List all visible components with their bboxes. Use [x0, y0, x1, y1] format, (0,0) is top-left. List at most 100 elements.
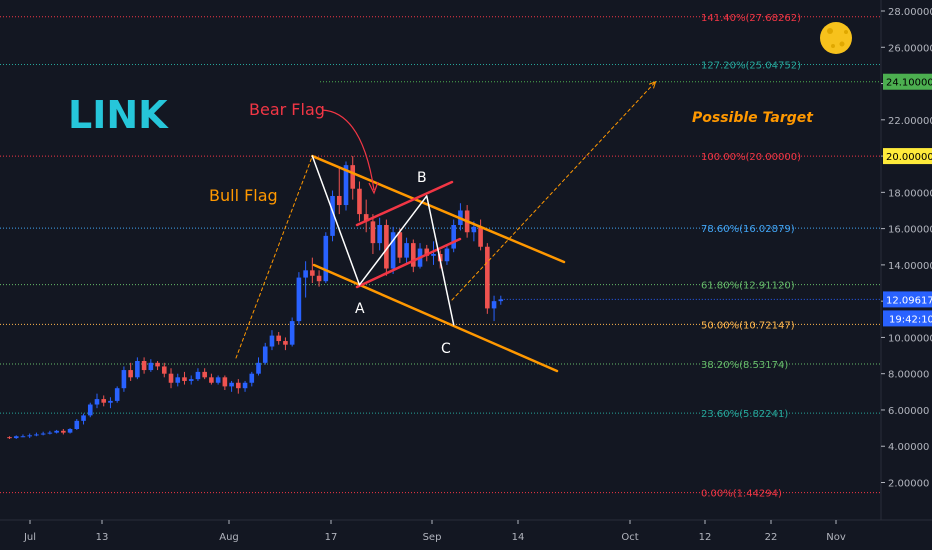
- candles: [7, 156, 504, 439]
- target-projection[interactable]: [451, 81, 657, 301]
- candle: [411, 239, 416, 273]
- bull-flag-upper-line[interactable]: [311, 154, 566, 264]
- candle: [188, 375, 194, 385]
- y-tick-label: 8.00000: [888, 370, 929, 381]
- last-price-tag[interactable]: 12.09617: [883, 291, 932, 308]
- target-price-tag[interactable]: 24.10000: [883, 73, 932, 90]
- candle: [222, 375, 228, 391]
- x-tick-label: 17: [325, 532, 338, 543]
- candle: [209, 373, 214, 385]
- chart-title: LINK: [68, 93, 169, 137]
- bear-flag-upper-line[interactable]: [355, 180, 454, 227]
- candle: [135, 357, 140, 380]
- candle: [54, 429, 59, 434]
- price-tag-label: 24.10000: [886, 78, 932, 89]
- candle: [148, 359, 154, 372]
- x-tick-label: Aug: [219, 532, 239, 543]
- y-tick-label: 14.00000: [888, 261, 932, 272]
- fib-level-label: 78.60%(16.02879): [701, 224, 795, 235]
- candle: [397, 228, 403, 264]
- x-tick-label: Sep: [423, 532, 442, 543]
- y-tick-label: 4.00000: [888, 442, 929, 453]
- candle: [242, 380, 248, 392]
- bull-flag-pole-projection[interactable]: [235, 155, 313, 359]
- y-tick-label: 28.00000: [888, 7, 932, 18]
- candle: [128, 362, 133, 381]
- candle: [101, 395, 107, 407]
- candle: [108, 397, 113, 409]
- price-tag-label: 12.09617: [886, 295, 932, 306]
- candle: [350, 156, 356, 200]
- candle: [94, 393, 100, 409]
- y-tick-label: 10.00000: [888, 333, 932, 344]
- candle: [61, 429, 66, 435]
- fib-level-label: 127.20%(25.04752): [701, 61, 801, 72]
- pivot-c-label: C: [441, 341, 451, 357]
- candle: [256, 357, 261, 376]
- candle: [404, 237, 409, 265]
- candle: [114, 386, 120, 403]
- pivot-a-label: A: [355, 301, 365, 317]
- pivot-b-label: B: [417, 170, 427, 186]
- candle: [47, 430, 53, 435]
- candle: [34, 432, 39, 437]
- candle: [370, 214, 376, 255]
- y-tick-label: 26.00000: [888, 43, 932, 54]
- candle: [431, 241, 436, 265]
- candle: [363, 199, 369, 233]
- zigzag-leg-3[interactable]: [426, 195, 455, 326]
- candle: [13, 435, 19, 439]
- target-arrow-head: [648, 80, 657, 89]
- candle: [249, 371, 255, 387]
- candle: [296, 272, 302, 325]
- candle: [74, 419, 80, 430]
- candle: [182, 371, 187, 385]
- candle: [377, 217, 382, 251]
- moon-icon[interactable]: [820, 22, 852, 54]
- candle: [175, 373, 181, 387]
- x-tick-label: 12: [699, 532, 712, 543]
- candle: [202, 368, 207, 380]
- y-tick-label: 22.00000: [888, 116, 932, 127]
- fib-level-label: 0.00%(1.44294): [701, 489, 782, 500]
- candle: [485, 243, 490, 314]
- fib-level-label: 141.40%(27.68262): [701, 13, 801, 24]
- candle: [357, 181, 362, 222]
- candle: [451, 219, 456, 253]
- bear-flag-lower-line[interactable]: [355, 237, 462, 289]
- y-tick-label: 2.00000: [888, 479, 929, 490]
- bull-flag-lower-line[interactable]: [312, 263, 559, 373]
- possible-target-label: Possible Target: [692, 110, 814, 126]
- candle: [316, 270, 322, 287]
- countdown-label: 19:42:10: [889, 314, 932, 325]
- candle: [40, 431, 46, 436]
- candle: [330, 190, 335, 242]
- candle: [323, 232, 329, 284]
- candle: [390, 226, 396, 274]
- candle: [336, 166, 342, 215]
- y-tick-label: 18.00000: [888, 188, 932, 199]
- candle: [310, 257, 315, 284]
- candle: [155, 360, 160, 371]
- zigzag-leg-1[interactable]: [311, 155, 361, 286]
- candle: [491, 295, 497, 322]
- candle: [424, 244, 430, 262]
- candle: [141, 357, 147, 374]
- candle: [283, 337, 288, 351]
- x-tick-label: 13: [96, 532, 109, 543]
- zigzag-leg-2[interactable]: [358, 195, 428, 286]
- candle: [168, 368, 174, 389]
- bear-flag-pointer-arrow-head: [368, 181, 379, 195]
- x-tick-label: 22: [765, 532, 778, 543]
- candle: [236, 379, 241, 394]
- bear-flag-pointer-arrow: [321, 109, 375, 191]
- candle: [498, 295, 504, 305]
- fib-level-label: 38.20%(8.53174): [701, 360, 788, 371]
- time-axis[interactable]: Jul 13 Aug 17 Sep 14 Oct 12 22 Nov: [23, 520, 846, 543]
- candle: [87, 402, 93, 418]
- high-price-tag[interactable]: 20.00000: [883, 148, 932, 165]
- candle: [67, 428, 73, 434]
- fib-level-label: 100.00%(20.00000): [701, 152, 801, 163]
